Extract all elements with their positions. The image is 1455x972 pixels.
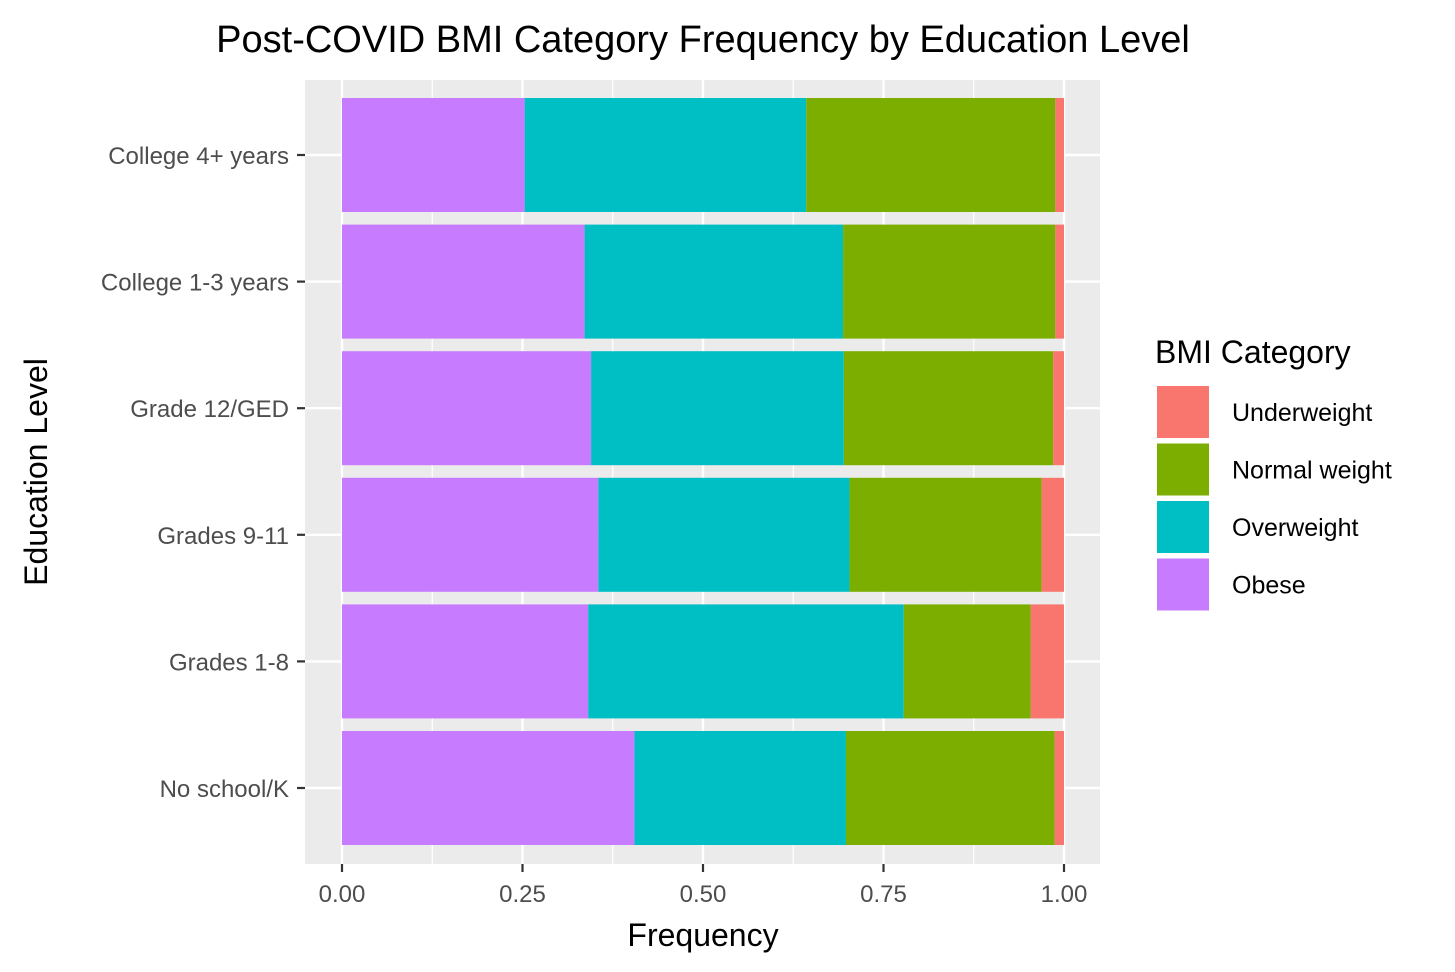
legend: BMI Category Underweight Normal weight Ove… (1155, 334, 1392, 613)
bar-normal-weight-grade-12-ged (843, 351, 1054, 466)
y-tick-label: Grades 9-11 (157, 523, 289, 550)
bar-overweight-grade-12-ged (591, 351, 844, 466)
y-tick-label: College 4+ years (108, 143, 289, 170)
bar-obese-college-4-years (342, 98, 525, 212)
bar-obese-grades-1-8 (342, 604, 589, 719)
bar-underweight-grades-9-11 (1041, 477, 1064, 592)
y-tick-label: College 1-3 years (101, 270, 289, 297)
bar-normal-weight-college-1-3-years (843, 224, 1056, 339)
legend-key-normal-weight (1155, 441, 1211, 498)
x-tick-label: 0.50 (680, 881, 727, 908)
bar-overweight-college-4-years (524, 98, 807, 212)
legend-key-underweight (1155, 384, 1211, 440)
bar-obese-grades-9-11 (342, 477, 599, 592)
bar-overweight-grades-1-8 (588, 604, 904, 719)
bar-normal-weight-no-school-k (845, 731, 1055, 845)
x-tick-label: 1.00 (1041, 881, 1088, 908)
bar-underweight-college-4-years (1055, 98, 1064, 212)
legend-key-obese (1155, 556, 1211, 613)
x-tick-label: 0.25 (499, 881, 546, 908)
bar-obese-grade-12-ged (342, 351, 592, 466)
bar-underweight-grades-1-8 (1030, 604, 1064, 719)
legend-label-underweight: Underweight (1232, 399, 1372, 427)
y-axis: College 4+ years College 1-3 years Grade 1… (101, 143, 305, 803)
bar-overweight-grades-9-11 (598, 477, 850, 592)
y-axis-title: Education Level (18, 358, 54, 586)
x-axis: 0.00 0.25 0.50 0.75 1.00 (319, 864, 1088, 908)
chart-title: Post-COVID BMI Category Frequency by Edu… (216, 19, 1190, 61)
legend-label-overweight: Overweight (1232, 514, 1358, 542)
bar-underweight-no-school-k (1054, 731, 1064, 845)
bar-underweight-college-1-3-years (1055, 224, 1064, 339)
bar-overweight-college-1-3-years (584, 224, 844, 339)
y-tick-label: No school/K (160, 776, 289, 803)
bars (342, 98, 1064, 845)
legend-key-overweight (1155, 499, 1211, 555)
y-tick-label: Grade 12/GED (130, 396, 289, 423)
bar-obese-no-school-k (342, 731, 635, 845)
bar-normal-weight-grades-9-11 (849, 477, 1042, 592)
bar-overweight-no-school-k (634, 731, 846, 845)
legend-title: BMI Category (1155, 334, 1351, 370)
bar-normal-weight-grades-1-8 (903, 604, 1031, 719)
x-tick-label: 0.75 (860, 881, 907, 908)
x-axis-title: Frequency (627, 917, 778, 953)
bar-normal-weight-college-4-years (806, 98, 1056, 212)
y-tick-label: Grades 1-8 (169, 649, 289, 676)
x-tick-label: 0.00 (319, 881, 366, 908)
legend-label-normal-weight: Normal weight (1232, 457, 1392, 485)
bar-underweight-grade-12-ged (1053, 351, 1064, 466)
bar-obese-college-1-3-years (342, 224, 585, 339)
legend-label-obese: Obese (1232, 572, 1306, 600)
